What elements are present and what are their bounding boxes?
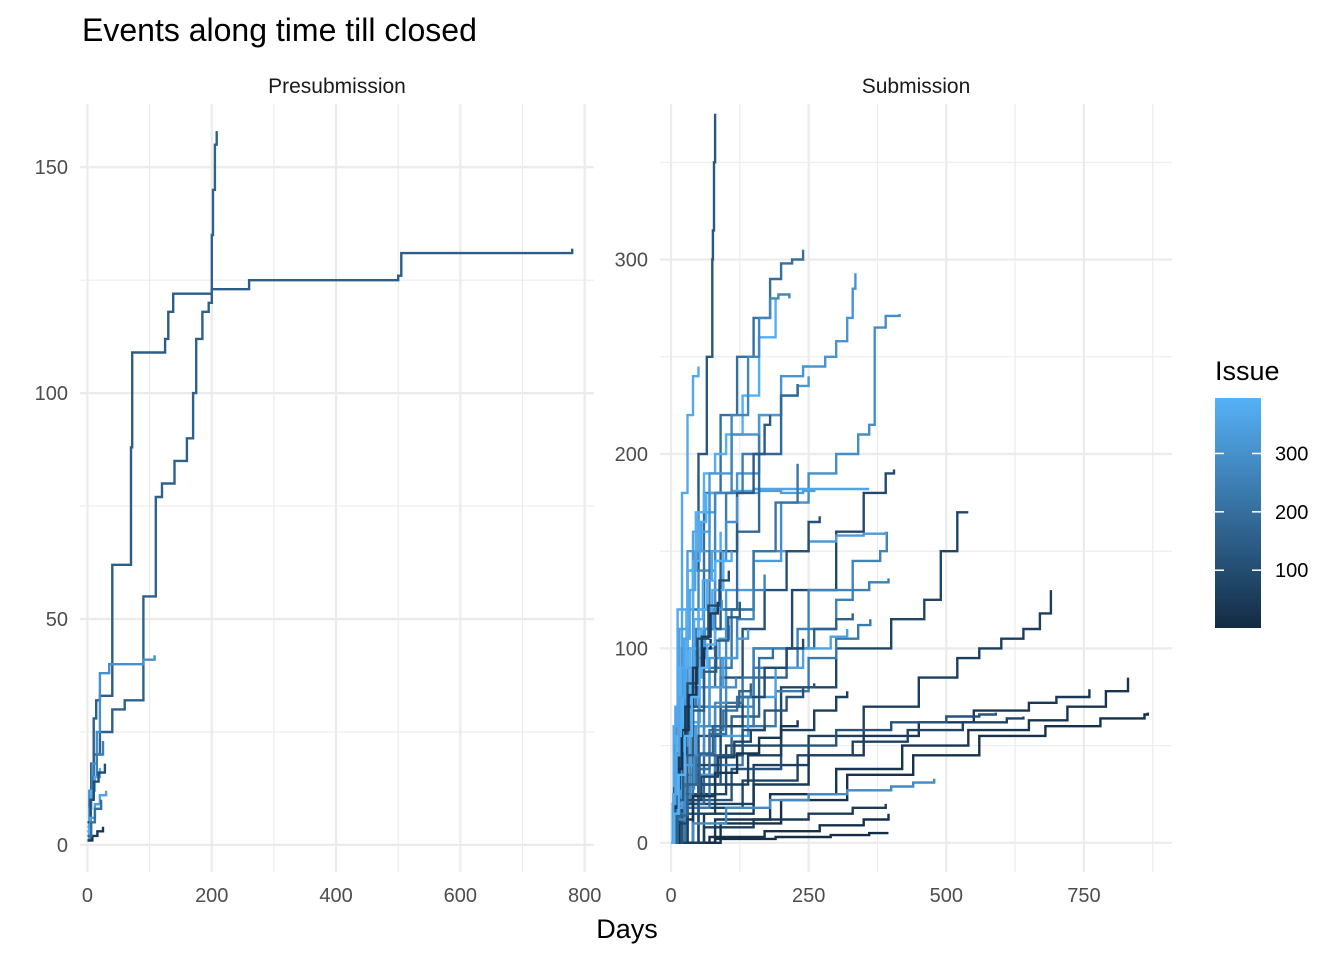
y-tick-label: 100 (35, 383, 68, 405)
series-lines (671, 113, 1149, 844)
x-tick-label: 250 (792, 885, 825, 907)
panel-presubmission: Presubmission 0 200 400 600 800 0 50 100 150 (35, 75, 602, 907)
series-line-issue-60 (671, 590, 1053, 844)
legend-tick-label: 200 (1275, 502, 1308, 524)
series-line-issue-20 (671, 712, 1149, 844)
series-line-issue-285 (671, 677, 738, 844)
legend: Issue 100 200 300 (1215, 356, 1308, 628)
series-line-issue-270 (671, 293, 791, 844)
y-tick-label: 150 (35, 157, 68, 179)
x-tick-label: 200 (195, 885, 228, 907)
series-line-issue-360 (671, 522, 703, 844)
series-line-issue-10 (671, 831, 889, 844)
x-tick-label: 750 (1067, 885, 1100, 907)
x-tick-label: 0 (82, 885, 93, 907)
series-line-issue-100 (87, 763, 107, 824)
legend-tick-label: 300 (1275, 443, 1308, 465)
series-line-issue-50 (671, 803, 887, 844)
y-tick-label: 50 (46, 609, 68, 631)
legend-tick-label: 100 (1275, 560, 1308, 582)
gridlines (660, 104, 1172, 872)
series-line-issue-200 (87, 799, 103, 838)
legend-colorbar (1215, 398, 1261, 628)
series-line-issue-150 (87, 248, 574, 838)
series-line-issue-160 (87, 131, 218, 842)
facet-label-submission: Submission (862, 75, 971, 98)
series-line-issue-290 (671, 314, 901, 844)
series-line-issue-75 (671, 726, 766, 844)
x-tick-label: 600 (444, 885, 477, 907)
series-line-issue-395 (671, 629, 717, 844)
y-tick-label: 200 (615, 444, 648, 466)
facet-label-presubmission: Presubmission (268, 75, 406, 98)
panel-submission: Submission 0 250 500 750 0 100 200 300 (615, 75, 1172, 907)
y-tick-label: 0 (57, 835, 68, 857)
x-tick-label: 400 (319, 885, 352, 907)
x-tick-label: 500 (930, 885, 963, 907)
x-tick-label: 800 (568, 885, 601, 907)
facet-panels: Presubmission 0 200 400 600 800 0 50 100 150 Submi… (35, 75, 1172, 907)
series-line-issue-40 (671, 689, 1091, 844)
series-line-issue-370 (671, 366, 700, 844)
x-axis-label: Days (596, 914, 658, 944)
x-tick-label: 0 (665, 885, 676, 907)
y-tick-label: 100 (615, 638, 648, 660)
gridlines (80, 104, 594, 872)
y-tick-label: 0 (637, 833, 648, 855)
y-tick-label: 300 (615, 250, 648, 272)
series-lines (87, 131, 574, 842)
chart-title: Events along time till closed (82, 12, 477, 48)
series-line-issue-120 (671, 712, 997, 844)
series-line-issue-40 (87, 826, 105, 842)
series-line-issue-80 (671, 511, 969, 844)
series-line-issue-170 (671, 683, 752, 844)
series-line-issue-15 (671, 813, 890, 844)
legend-title: Issue (1215, 356, 1280, 386)
series-line-issue-280 (671, 778, 936, 844)
